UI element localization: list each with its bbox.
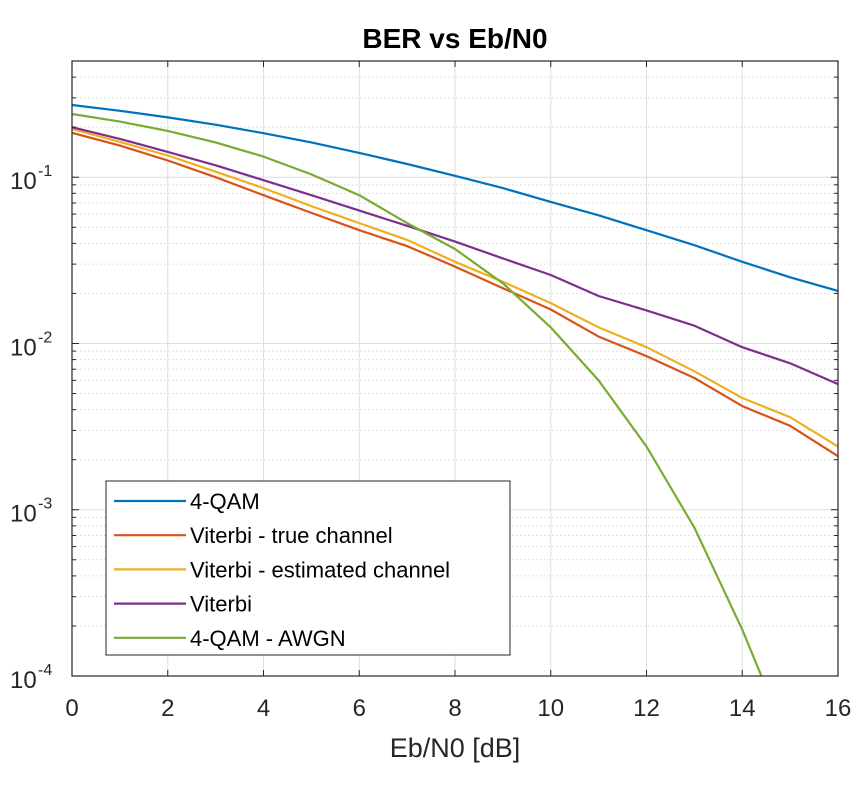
y-tick-exponent: -3 [38,496,52,513]
legend-box [105,480,511,656]
series-line-4 [72,112,763,676]
chart-title: BER vs Eb/N0 [362,23,547,54]
y-tick-exponent: -2 [38,329,52,346]
x-tick-label: 8 [448,695,461,722]
y-tick-base: 10 [10,667,37,694]
series-lines [72,103,838,676]
x-tick-label: 0 [65,695,78,722]
x-tick-label: 4 [257,695,270,722]
y-tick-label: 10 -4 [10,662,52,694]
y-tick-label: 10 -1 [10,163,52,195]
legend: 4-QAM Viterbi - true channel Viterbi - est… [105,480,511,656]
x-tick-label: 10 [537,695,564,722]
x-tick-label: 6 [353,695,366,722]
legend-label-3: Viterbi [190,592,252,617]
x-tick-label: 14 [729,695,756,722]
x-tick-label: 2 [161,695,174,722]
legend-label-0: 4-QAM [190,489,260,514]
y-tick-label: 10 -2 [10,329,52,361]
y-tick-exponent: -1 [38,163,52,180]
x-axis-label: Eb/N0 [dB] [390,733,521,763]
legend-label-1: Viterbi - true channel [190,523,393,548]
y-tick-label: 10 -3 [10,496,52,528]
series-line-1 [72,131,838,458]
y-tick-base: 10 [10,334,37,361]
y-tick-base: 10 [10,168,37,195]
y-ticks: 10-110-210-310-4 [10,76,838,694]
series-line-2 [72,127,838,448]
x-tick-label: 12 [633,695,660,722]
y-tick-base: 10 [10,501,37,528]
x-ticks: 0 2 4 6 8 10 12 14 16 [65,61,851,722]
legend-label-4: 4-QAM - AWGN [190,626,346,651]
legend-label-2: Viterbi - estimated channel [190,557,450,582]
x-tick-label: 16 [825,695,852,722]
series-line-3 [72,126,838,386]
series-line-0 [72,103,838,292]
y-tick-exponent: -4 [38,662,52,679]
